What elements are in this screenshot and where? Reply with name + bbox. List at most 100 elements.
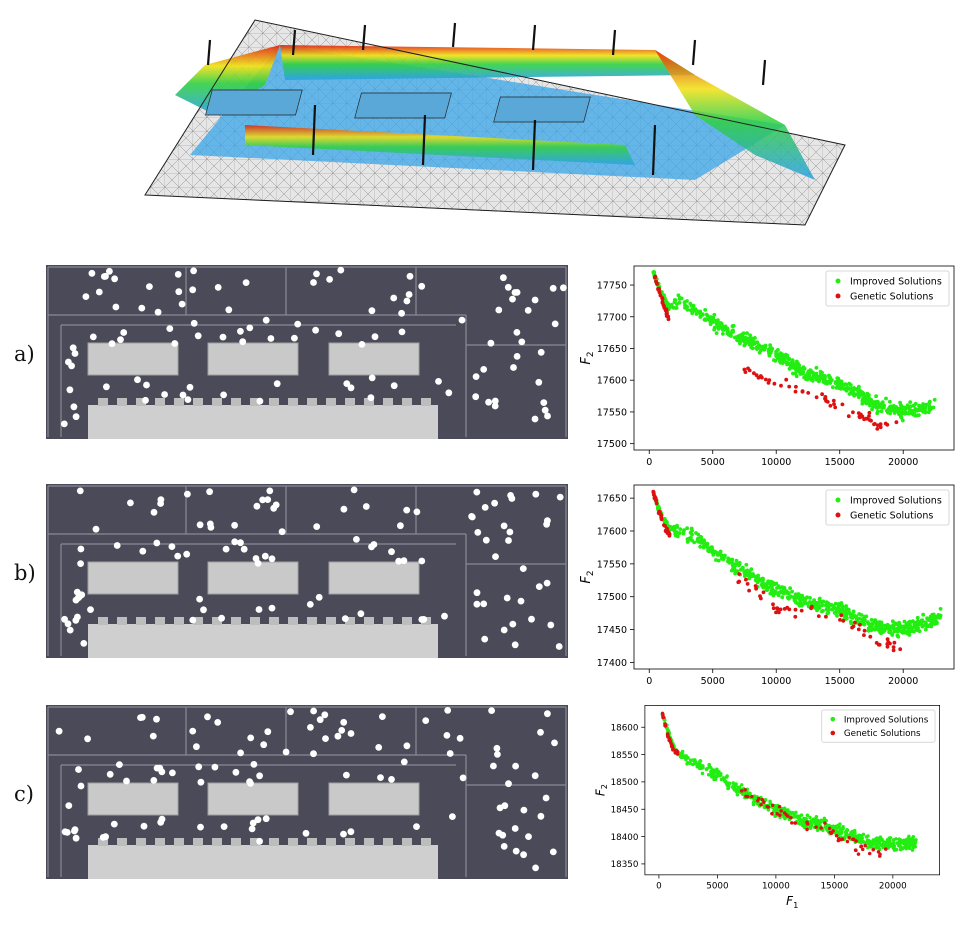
- sensor-marker: [512, 847, 520, 855]
- plan-bench: [193, 398, 203, 406]
- data-point: [675, 752, 680, 756]
- legend-label: Genetic Solutions: [850, 292, 933, 303]
- data-point: [770, 803, 775, 808]
- building-columns: [206, 22, 767, 176]
- sensor-marker: [418, 557, 426, 565]
- data-point: [921, 612, 926, 617]
- data-point: [772, 381, 777, 386]
- data-point: [763, 377, 768, 382]
- sensor-marker: [473, 488, 481, 496]
- sensor-marker: [166, 325, 174, 332]
- plan-bench: [174, 617, 184, 625]
- sensor-marker: [168, 543, 176, 550]
- data-point: [779, 589, 783, 594]
- data-point: [827, 826, 832, 831]
- data-point: [722, 778, 726, 782]
- legend-label: Genetic Solutions: [844, 729, 921, 739]
- data-point: [737, 572, 741, 576]
- data-point: [678, 527, 683, 531]
- data-point: [685, 537, 690, 542]
- x-tick-label: 20000: [879, 882, 907, 892]
- sensor-marker: [225, 306, 233, 314]
- heat-band-right: [655, 50, 815, 180]
- sensor-marker: [500, 274, 507, 282]
- data-point: [894, 847, 899, 852]
- plan-bench: [98, 617, 108, 625]
- data-point: [791, 371, 795, 376]
- data-point: [845, 839, 850, 844]
- data-point: [696, 536, 700, 541]
- sensor-marker: [189, 616, 197, 624]
- data-point: [834, 833, 839, 838]
- data-point: [761, 590, 766, 595]
- sensor-marker: [500, 522, 508, 530]
- sensor-marker: [343, 771, 350, 779]
- y-tick-label: 18350: [611, 860, 639, 870]
- data-point: [790, 589, 794, 594]
- y-tick-label: 17700: [597, 312, 627, 323]
- data-point: [660, 297, 665, 301]
- data-point: [672, 300, 677, 305]
- x-tick-label: 0: [646, 676, 652, 687]
- sensor-marker: [458, 316, 466, 324]
- data-point: [897, 623, 902, 628]
- data-point: [749, 341, 753, 346]
- data-point: [824, 600, 829, 605]
- data-point: [845, 616, 849, 621]
- sensor-marker: [247, 734, 255, 742]
- x-tick-label: 5000: [706, 882, 728, 892]
- sensor-marker: [65, 802, 73, 809]
- data-point: [837, 386, 841, 390]
- data-point: [903, 842, 907, 847]
- data-point: [691, 762, 695, 767]
- sensor-marker: [390, 382, 398, 390]
- sensor-marker: [214, 719, 222, 726]
- sensor-marker: [500, 626, 508, 634]
- plan-bench: [307, 838, 317, 846]
- sensor-marker: [540, 399, 548, 406]
- data-point: [868, 634, 873, 639]
- series-genetic: [660, 711, 888, 858]
- data-point: [685, 526, 689, 531]
- data-point: [817, 821, 821, 825]
- plan-bench: [174, 398, 184, 406]
- sensor-marker: [495, 306, 503, 314]
- sensor-marker: [480, 366, 488, 373]
- data-point: [927, 401, 932, 406]
- plan-bench: [155, 398, 165, 406]
- sensor-marker: [232, 768, 240, 776]
- data-point: [831, 829, 835, 833]
- data-point: [669, 302, 674, 307]
- sensor-marker: [60, 420, 68, 428]
- sensor-marker: [69, 344, 77, 352]
- data-point: [709, 773, 713, 777]
- y-tick-label: 17600: [597, 527, 627, 538]
- y-axis-label: F2: [579, 351, 596, 364]
- data-point: [860, 401, 865, 406]
- plan-entrance-area: [88, 624, 438, 658]
- sensor-marker: [264, 728, 272, 736]
- data-point: [929, 622, 933, 626]
- data-point: [781, 356, 785, 360]
- data-point: [750, 794, 754, 799]
- heat-band-top: [280, 45, 695, 80]
- panel-label-c: c): [14, 782, 34, 806]
- data-point: [760, 797, 765, 802]
- sensor-marker: [537, 728, 544, 736]
- plan-bench: [421, 838, 431, 846]
- data-point: [923, 627, 928, 632]
- data-point: [919, 622, 924, 627]
- data-point: [844, 606, 849, 611]
- sensor-marker: [77, 782, 85, 790]
- data-point: [708, 317, 713, 322]
- sensor-marker: [211, 763, 219, 771]
- data-point: [701, 764, 705, 768]
- data-point: [836, 607, 841, 612]
- sensor-marker: [55, 727, 63, 735]
- sensor-marker: [340, 505, 348, 513]
- data-point: [897, 837, 901, 841]
- plan-room-2: [207, 342, 299, 376]
- sensor-marker: [512, 762, 519, 770]
- sensor-marker: [472, 373, 480, 380]
- sensor-marker: [528, 615, 535, 623]
